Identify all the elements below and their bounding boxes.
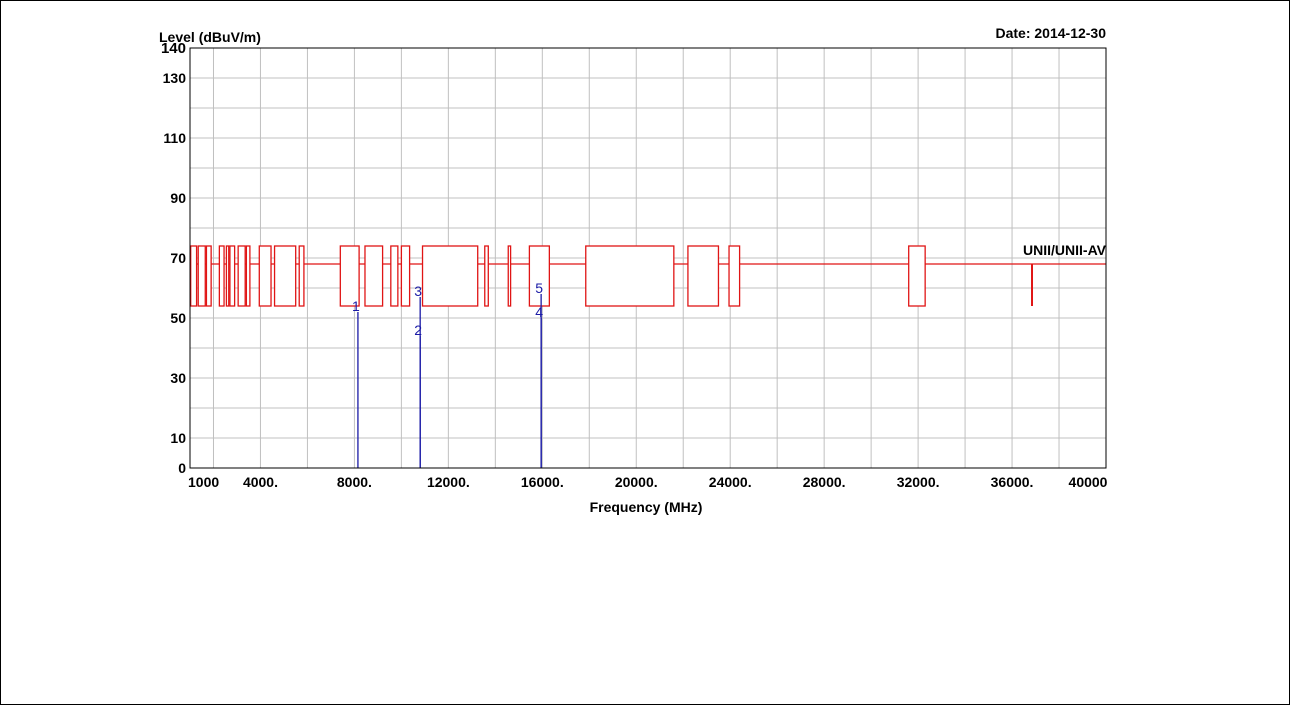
- limit-notch: [225, 245, 230, 307]
- limit-notch: [484, 245, 489, 307]
- x-tick-label: 28000.: [803, 474, 846, 490]
- date-label: Date: 2014-12-30: [995, 25, 1106, 41]
- marker-label: 1: [352, 298, 360, 314]
- limit-notch: [728, 245, 741, 307]
- limit-notch: [205, 245, 212, 307]
- marker-label: 4: [535, 304, 543, 320]
- limit-notch: [585, 245, 675, 307]
- limit-notch: [245, 245, 251, 307]
- limit-notch: [197, 245, 206, 307]
- y-tick-label: 90: [170, 190, 186, 206]
- x-tick-label: 16000.: [521, 474, 564, 490]
- limit-notch: [364, 245, 384, 307]
- y-tick-label: 130: [163, 70, 187, 86]
- x-tick-label: 40000: [1069, 474, 1108, 490]
- marker-label: 2: [414, 322, 422, 338]
- markers: 1 2 3 4 5: [352, 280, 543, 468]
- limit-notch: [190, 245, 198, 307]
- limit-notch: [237, 245, 246, 307]
- limit-notch: [421, 245, 479, 307]
- x-tick-label: 32000.: [897, 474, 940, 490]
- limit-line-label: UNII/UNII-AV: [1023, 242, 1107, 258]
- limit-notch: [687, 245, 720, 307]
- x-tick-label: 4000.: [243, 474, 278, 490]
- y-tick-label: 140: [161, 40, 186, 57]
- y-tick-label: 110: [163, 130, 186, 146]
- limit-notch: [339, 245, 360, 307]
- limit-notch: [258, 245, 272, 307]
- axes: 0 10 30 50 70 90 110 130 140 1000 4000. 8000. 12000.…: [161, 40, 1108, 490]
- limit-notch: [400, 245, 411, 307]
- x-tick-label: 24000.: [709, 474, 752, 490]
- limit-notch: [218, 245, 225, 307]
- plot-border: [189, 47, 1107, 469]
- limit-notch: [507, 245, 512, 307]
- marker-label: 5: [535, 280, 543, 296]
- marker-label: 3: [414, 283, 422, 299]
- limit-notch: [528, 245, 551, 307]
- limit-line: [190, 245, 1106, 307]
- x-tick-label: 20000.: [615, 474, 658, 490]
- y-axis-label: Level (dBuV/m): [159, 29, 261, 45]
- y-tick-label: 70: [170, 250, 186, 266]
- x-tick-label: 36000.: [991, 474, 1034, 490]
- limit-notch: [273, 245, 297, 307]
- y-tick-label: 10: [170, 430, 186, 446]
- limit-notch: [298, 245, 305, 307]
- x-tick-label: 1000: [188, 474, 219, 490]
- y-tick-label: 30: [170, 370, 186, 386]
- limit-notch: [908, 245, 926, 307]
- limit-notch: [390, 245, 399, 307]
- x-tick-label: 12000.: [427, 474, 470, 490]
- y-tick-label: 50: [170, 310, 186, 326]
- limit-notch: [229, 245, 236, 307]
- x-tick-label: 8000.: [337, 474, 372, 490]
- y-tick-label: 0: [178, 460, 186, 476]
- x-axis-label: Frequency (MHz): [590, 499, 703, 515]
